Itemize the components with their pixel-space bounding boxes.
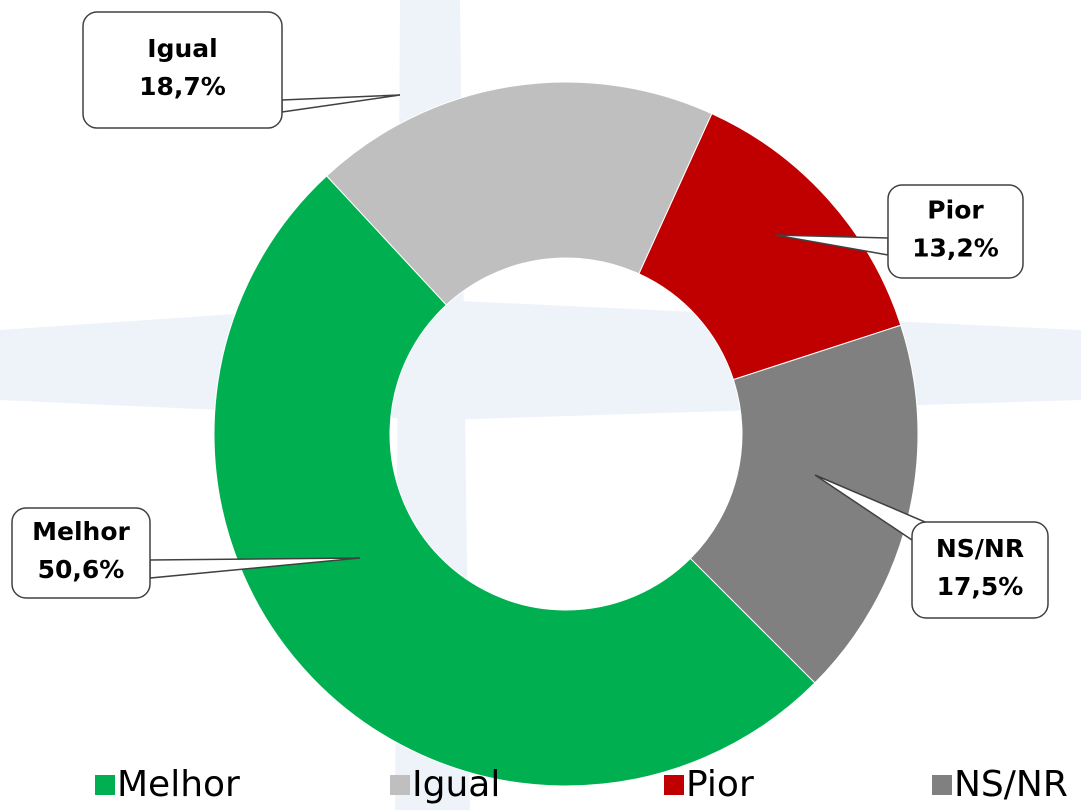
legend-label: NS/NR	[954, 764, 1068, 805]
callout-value: 50,6%	[38, 555, 125, 584]
callout-cover	[14, 510, 148, 596]
legend-marker	[932, 775, 952, 795]
legend-marker	[95, 775, 115, 795]
donut-segment	[689, 324, 919, 684]
donut-segment	[638, 112, 902, 381]
callout-value: 17,5%	[937, 572, 1024, 601]
callout: Melhor 50,6%	[11, 507, 361, 599]
legend-marker	[390, 775, 410, 795]
donut-segment	[213, 175, 816, 787]
legend-label: Pior	[686, 764, 754, 805]
callout: NS/NR 17,5%	[814, 474, 1049, 619]
callout-category: Melhor	[32, 517, 130, 546]
callout: Igual 18,7%	[82, 11, 401, 129]
donut-segment	[325, 81, 713, 306]
legend-marker	[664, 775, 684, 795]
callout-cover	[890, 187, 1021, 276]
callout-category: Igual	[147, 34, 217, 63]
callout-value: 13,2%	[912, 234, 999, 263]
callout-pointer	[281, 94, 401, 113]
legend-label: Melhor	[117, 764, 240, 805]
callout-cover	[85, 14, 280, 126]
callout-category: NS/NR	[936, 534, 1024, 563]
legend-label: Igual	[412, 764, 500, 805]
callout: Pior 13,2%	[774, 184, 1024, 279]
callout-category: Pior	[927, 196, 984, 225]
callout-cover	[914, 524, 1046, 616]
callout-value: 18,7%	[139, 72, 226, 101]
